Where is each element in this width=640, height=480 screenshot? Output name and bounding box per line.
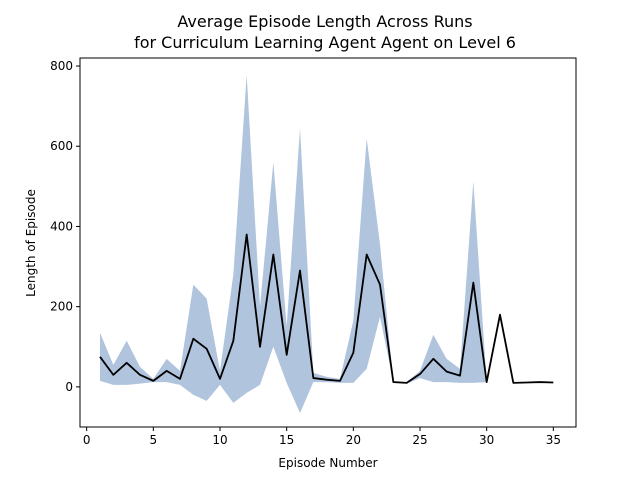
y-axis-label: Length of Episode: [24, 189, 38, 297]
chart-title-line1: Average Episode Length Across Runs: [177, 12, 472, 31]
x-tick-label: 15: [279, 433, 294, 447]
x-tick-label: 30: [479, 433, 494, 447]
x-tick-label: 5: [150, 433, 158, 447]
plot-frame: [79, 57, 577, 428]
x-tick-label: 20: [346, 433, 361, 447]
chart-title-line2: for Curriculum Learning Agent Agent on L…: [134, 33, 516, 52]
y-tick-label: 600: [50, 139, 73, 153]
y-tick-label: 0: [65, 380, 73, 394]
y-tick-label: 800: [50, 59, 73, 73]
x-tick-label: 0: [83, 433, 91, 447]
x-tick-label: 25: [412, 433, 427, 447]
y-tick-label: 200: [50, 300, 73, 314]
x-tick-label: 10: [212, 433, 227, 447]
plot-area: [99, 74, 554, 413]
y-axis: 0 200 400 600 800: [50, 59, 80, 394]
range-band: [100, 74, 487, 413]
series-line-0: [99, 233, 554, 384]
y-tick-label: 400: [50, 219, 73, 233]
x-tick-label: 35: [546, 433, 561, 447]
x-axis: 0 5 10 15 20 25 30 35: [83, 427, 561, 447]
x-axis-label: Episode Number: [278, 456, 377, 470]
